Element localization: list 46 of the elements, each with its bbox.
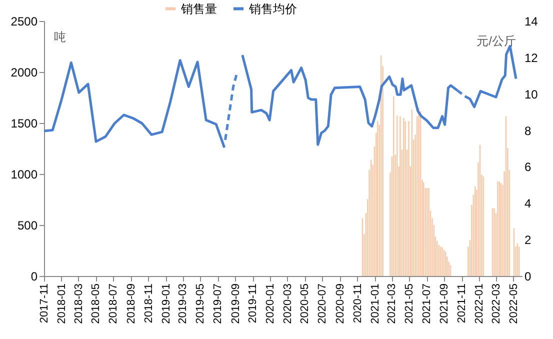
x-tick-label: 2019-09 bbox=[230, 284, 242, 324]
x-tick-label: 2022-03 bbox=[490, 284, 502, 324]
x-tick-label: 2018-03 bbox=[72, 284, 85, 324]
y2-tick-label: 6 bbox=[524, 160, 532, 174]
y2-tick-label: 14 bbox=[524, 14, 538, 28]
y2-tick-label: 8 bbox=[524, 124, 532, 138]
x-tick-label: 2019-05 bbox=[194, 284, 207, 324]
y2-tick-label: 12 bbox=[524, 50, 538, 65]
annotation: 元/公斤 bbox=[476, 34, 516, 48]
y2-tick-label: 0 bbox=[524, 270, 532, 284]
y-tick-label: 2500 bbox=[10, 14, 38, 28]
x-tick-label: 2022-05 bbox=[508, 284, 520, 324]
x-tick-label: 2021-09 bbox=[438, 284, 451, 324]
x-tick-label: 2019-07 bbox=[212, 284, 224, 324]
x-tick-label: 2020-11 bbox=[352, 284, 364, 324]
x-tick-label: 2020-03 bbox=[282, 284, 294, 324]
legend-label: 销售均价 bbox=[248, 2, 297, 16]
x-tick-label: 2018-07 bbox=[108, 284, 120, 324]
x-tick-label: 2020-07 bbox=[316, 284, 329, 324]
y2-tick-label: 10 bbox=[524, 87, 538, 102]
y-tick-label: 1500 bbox=[10, 116, 38, 130]
legend-label: 销售量 bbox=[180, 2, 217, 16]
x-tick-label: 2018-11 bbox=[142, 284, 155, 324]
x-tick-label: 2018-05 bbox=[90, 284, 102, 324]
y-tick-label: 2000 bbox=[10, 66, 38, 80]
x-tick-label: 2019-11 bbox=[247, 284, 260, 324]
x-tick-label: 2021-11 bbox=[456, 284, 468, 324]
x-tick-label: 2019-01 bbox=[160, 284, 172, 324]
y2-tick-label: 2 bbox=[524, 233, 532, 248]
x-tick-label: 2017-11 bbox=[38, 284, 50, 324]
y-tick-label: 1000 bbox=[10, 168, 38, 182]
x-tick-label: 2021-01 bbox=[369, 284, 382, 324]
annotation: 吨 bbox=[54, 30, 66, 44]
x-tick-label: 2021-07 bbox=[421, 284, 434, 324]
y-tick-label: 500 bbox=[17, 218, 38, 232]
x-tick-label: 2020-09 bbox=[334, 284, 346, 324]
x-tick-label: 2018-01 bbox=[56, 284, 68, 324]
x-tick-label: 2019-03 bbox=[177, 284, 190, 324]
x-tick-label: 2022-01 bbox=[474, 284, 486, 324]
x-tick-label: 2020-05 bbox=[299, 284, 312, 324]
x-tick-label: 2021-05 bbox=[404, 284, 416, 324]
y-tick-label: 0 bbox=[30, 270, 38, 284]
x-tick-label: 2021-03 bbox=[386, 284, 398, 324]
x-tick-label: 2018-09 bbox=[125, 284, 138, 324]
y2-tick-label: 4 bbox=[524, 196, 532, 211]
x-tick-label: 2020-01 bbox=[264, 284, 277, 324]
